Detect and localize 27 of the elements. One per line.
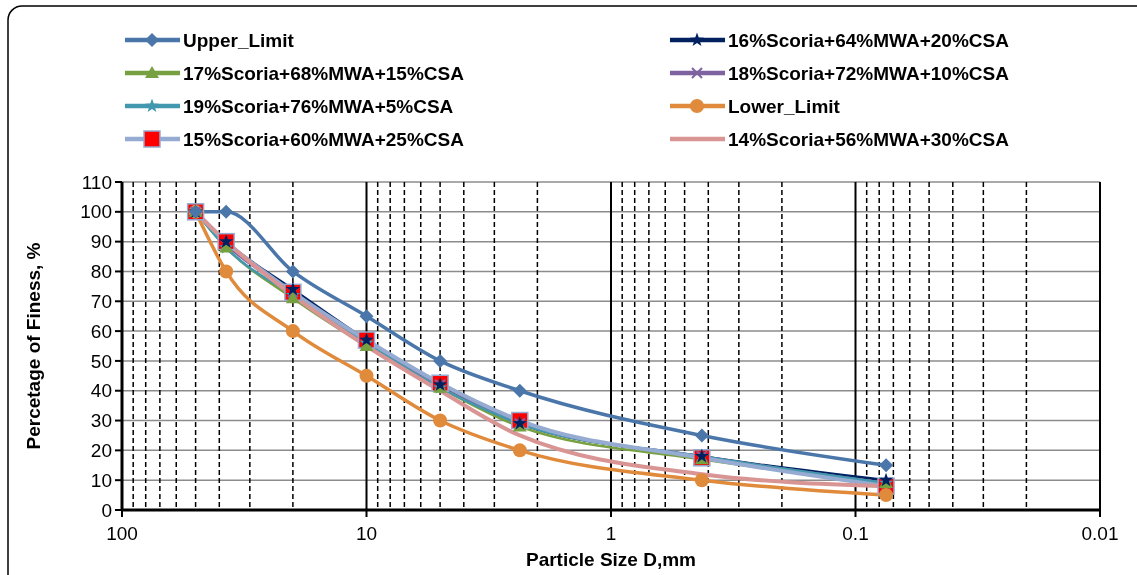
legend-label: Upper_Limit xyxy=(183,29,295,51)
x-tick-label: 100 xyxy=(106,523,138,544)
y-tick-label: 50 xyxy=(90,350,112,372)
y-tick-label: 60 xyxy=(90,320,112,342)
y-tick-label: 30 xyxy=(90,410,112,432)
legend-label: Lower_Limit xyxy=(728,95,841,117)
y-tick-label: 110 xyxy=(81,171,112,193)
x-tick-label: 0.1 xyxy=(842,523,869,544)
x-tick-label: 1 xyxy=(605,523,617,544)
y-tick-label: 20 xyxy=(90,440,112,462)
legend-label: 19%Scoria+76%MWA+5%CSA xyxy=(183,95,454,117)
y-tick-label: 10 xyxy=(90,469,112,491)
x-axis-title: Particle Size D,mm xyxy=(525,549,697,570)
x-tick-label: 10 xyxy=(355,523,378,544)
legend-label: 16%Scoria+64%MWA+20%CSA xyxy=(728,29,1010,51)
y-tick-label: 100 xyxy=(80,201,112,223)
y-tick-label: 90 xyxy=(90,231,112,253)
y-tick-label: 80 xyxy=(90,261,112,283)
legend-label: 18%Scoria+72%MWA+10%CSA xyxy=(728,62,1010,84)
y-tick-label: 70 xyxy=(90,290,112,312)
legend-label: 17%Scoria+68%MWA+15%CSA xyxy=(183,62,465,84)
legend-label: 14%Scoria+56%MWA+30%CSA xyxy=(728,128,1010,150)
x-tick-label: 0.01 xyxy=(1081,523,1119,544)
y-tick-label: 40 xyxy=(90,380,112,402)
y-axis-title: Percetage of Finess, % xyxy=(23,242,44,450)
y-tick-label: 0 xyxy=(101,499,112,521)
legend-label: 15%Scoria+60%MWA+25%CSA xyxy=(183,128,465,150)
